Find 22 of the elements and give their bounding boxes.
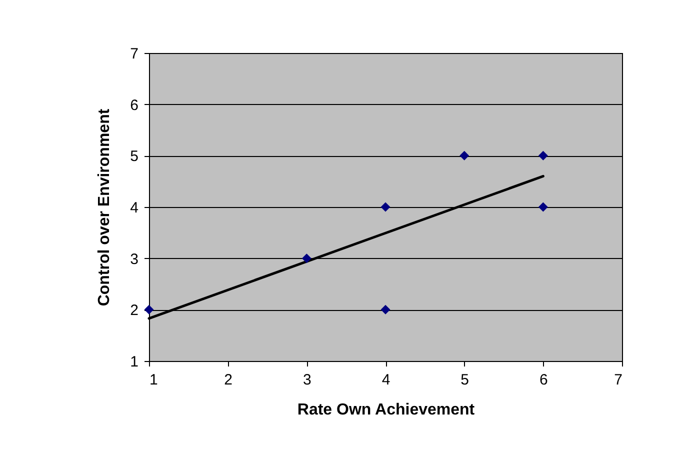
point [538,150,548,160]
x-tick-label: 7 [614,372,622,388]
x-tick-label: 4 [382,372,390,388]
point [302,254,312,264]
y-tick-label: 3 [130,250,138,268]
x-tick-label: 1 [150,372,158,388]
x-tick-label: 6 [539,372,548,388]
point [380,304,390,314]
y-tick-label: 5 [130,148,138,166]
y-tick-label: 4 [130,200,138,216]
y-tick-label: 6 [130,96,138,114]
point [538,202,548,212]
y-tick-label: 7 [130,46,138,62]
x-axis-title: Rate Own Achievement [297,402,476,418]
y-tick-label: 2 [130,302,138,320]
y-axis-title: Control over Environment [96,108,114,306]
point [460,150,470,160]
x-tick-label: 3 [302,372,312,388]
y-tick-label: 1 [130,354,138,370]
x-tick-label: 2 [224,372,233,388]
point [380,202,390,212]
x-tick-label: 5 [460,372,470,388]
